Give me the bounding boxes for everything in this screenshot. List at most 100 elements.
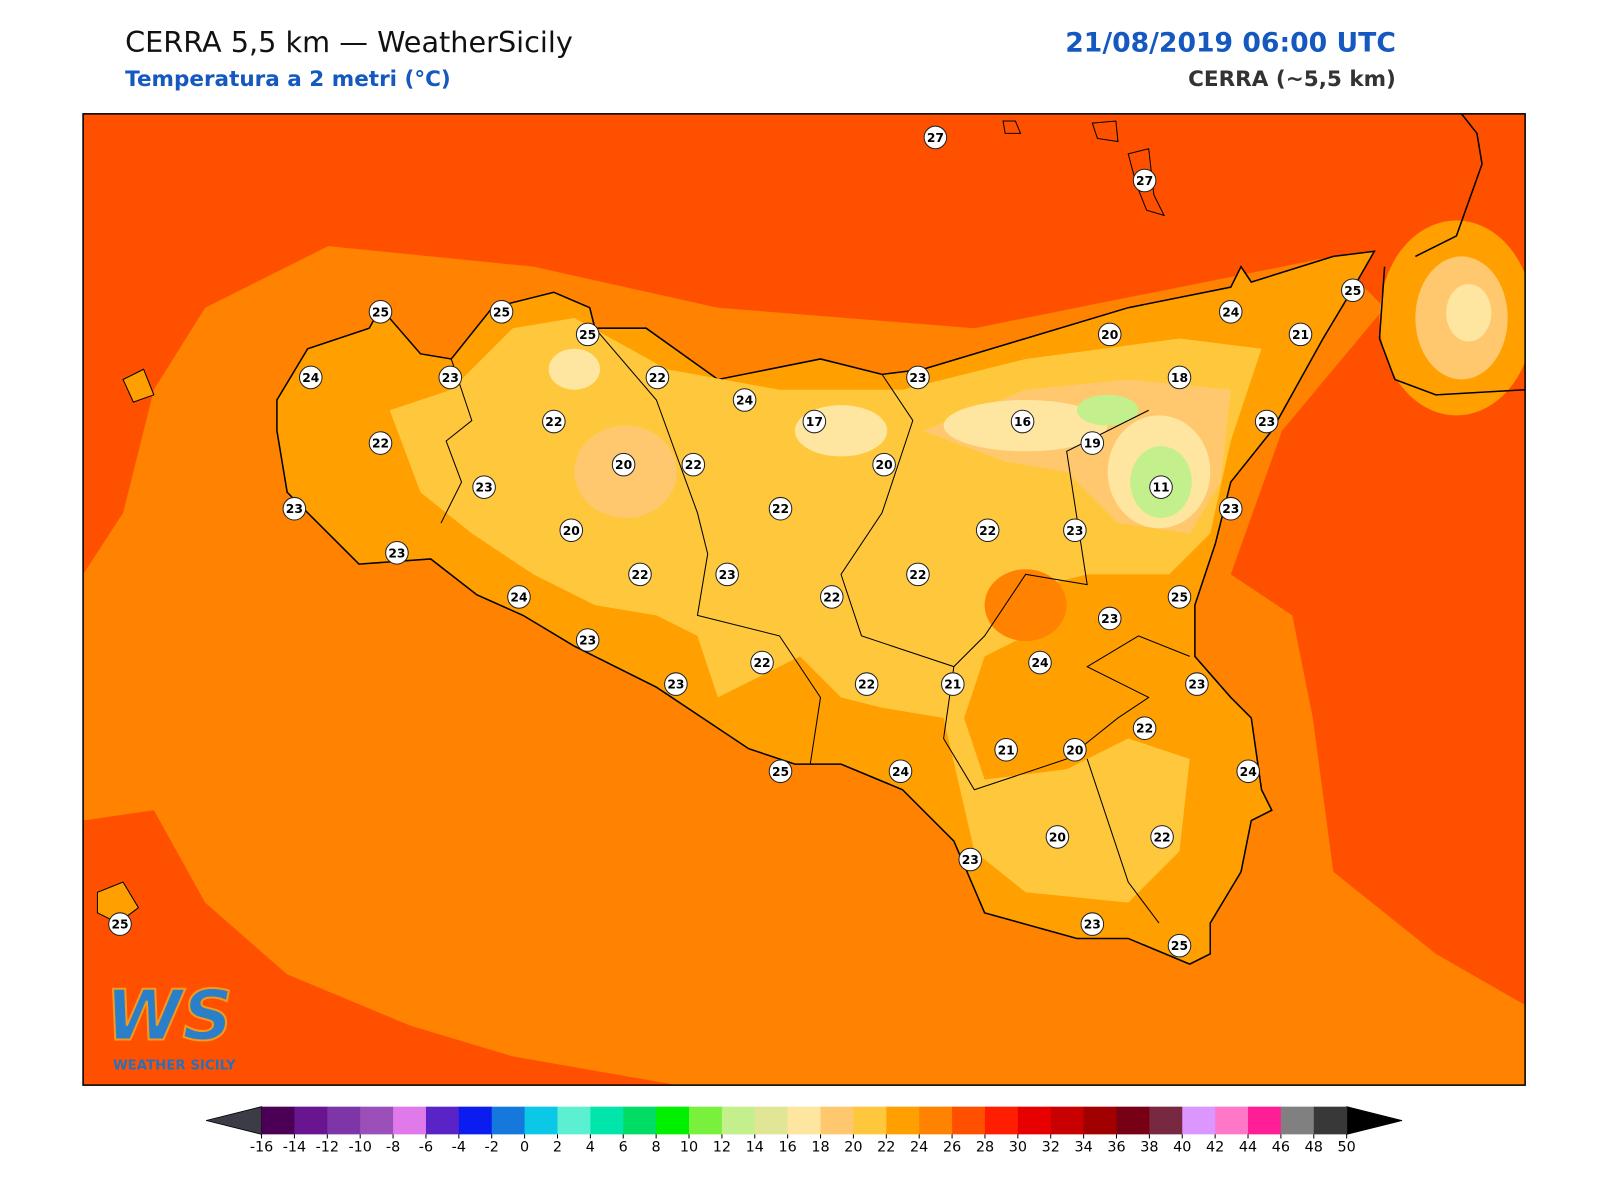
colorbar-box: [1017, 1106, 1052, 1135]
station-marker: [559, 518, 584, 543]
station-value: 20: [615, 458, 632, 472]
colorbar-box: [623, 1106, 657, 1135]
station-marker: [611, 452, 636, 477]
station-value: 23: [442, 371, 459, 385]
colorbar-tick-label: 30: [1009, 1140, 1027, 1156]
station-value: 22: [649, 371, 666, 385]
colorbar-tick-label: -10: [348, 1140, 371, 1156]
station-marker: [1254, 409, 1279, 434]
station-marker: [1080, 431, 1105, 455]
station-marker: [906, 365, 930, 390]
colorbar-box: [294, 1106, 328, 1135]
station-value: 22: [631, 568, 648, 582]
station-marker: [385, 541, 409, 565]
station-value: 24: [1031, 656, 1048, 670]
station-value: 25: [772, 765, 789, 779]
station-value: 22: [909, 568, 926, 582]
station-marker: [1150, 825, 1174, 849]
station-value: 24: [510, 590, 527, 604]
colorbar-tick-label: 50: [1338, 1140, 1356, 1156]
station-value: 22: [685, 458, 702, 472]
colorbar-over: [1346, 1106, 1403, 1135]
cool-patch: [1076, 394, 1139, 426]
station-value: 24: [736, 394, 753, 408]
colorbar-tick-label: 14: [746, 1140, 764, 1156]
colorbar-tick-label: 2: [553, 1140, 562, 1156]
station-marker: [750, 650, 774, 675]
station-marker: [1341, 278, 1365, 303]
station-value: 25: [1344, 284, 1361, 298]
colorbar-tick-label: 46: [1272, 1140, 1290, 1156]
colorbar-box: [327, 1106, 361, 1135]
station-value: 24: [1222, 305, 1239, 319]
colorbar-box: [458, 1106, 493, 1135]
station-value: 11: [1152, 481, 1169, 495]
colorbar-tick-label: 4: [586, 1140, 595, 1156]
station-marker: [507, 585, 531, 609]
station-value: 23: [1101, 612, 1118, 626]
station-marker: [489, 300, 514, 324]
colorbar-tick-label: 12: [713, 1140, 731, 1156]
station-marker: [1167, 933, 1192, 958]
station-marker: [854, 672, 879, 696]
station-marker: [1097, 322, 1122, 347]
colorbar-tick-label: 26: [943, 1140, 961, 1156]
station-marker: [1185, 672, 1209, 696]
colorbar-tick-label: 40: [1173, 1140, 1191, 1156]
station-layer: 27 27 25 25 25 25 24 20 21 24 23 22 23 18 24 22 17 16 23 22…: [108, 125, 1365, 958]
station-value: 22: [1136, 722, 1153, 736]
station-value: 25: [111, 918, 128, 932]
colorbar-tick-label: 20: [844, 1140, 862, 1156]
colorbar-tick-label: 32: [1042, 1140, 1060, 1156]
colorbar-tick-label: -4: [452, 1140, 466, 1156]
station-value: 25: [579, 328, 596, 342]
colorbar-tick-label: 0: [520, 1140, 529, 1156]
colorbar-box: [984, 1106, 1019, 1135]
station-value: 23: [962, 853, 979, 867]
station-marker: [282, 496, 307, 521]
station-value: 18: [1171, 371, 1188, 385]
station-value: 27: [1136, 174, 1153, 188]
colorbar-box: [590, 1106, 624, 1135]
subtitle: Temperatura a 2 metri (°C): [125, 67, 451, 92]
colorbar-tick-label: 38: [1140, 1140, 1158, 1156]
station-value: 23: [579, 634, 596, 648]
calabria-coast: [1378, 113, 1526, 396]
station-marker: [575, 628, 600, 652]
colorbar-box: [754, 1106, 789, 1135]
colorbar-box: [393, 1106, 427, 1135]
station-value: 25: [372, 305, 389, 319]
station-marker: [368, 431, 393, 455]
station-marker: [1218, 496, 1243, 521]
colorbar-box: [491, 1106, 526, 1135]
colorbar-box: [952, 1106, 986, 1135]
station-value: 16: [1014, 415, 1031, 429]
station-value: 21: [944, 678, 961, 692]
station-value: 25: [1171, 939, 1188, 953]
colorbar-tick-label: 48: [1305, 1140, 1323, 1156]
station-value: 20: [1066, 743, 1083, 757]
station-marker: [1218, 300, 1243, 324]
colorbar-tick-label: -14: [283, 1140, 306, 1156]
colorbar-tick-label: 42: [1206, 1140, 1224, 1156]
station-value: 23: [909, 371, 926, 385]
station-marker: [906, 562, 930, 587]
station-marker: [575, 322, 600, 347]
warm-patch: [984, 569, 1067, 642]
station-value: 22: [545, 415, 562, 429]
station-value: 22: [979, 524, 996, 538]
warm-sea-sw: [83, 810, 677, 1086]
station-marker: [1045, 825, 1070, 849]
colorbar-tick-label: -8: [386, 1140, 400, 1156]
station-marker: [1063, 518, 1087, 543]
datetime: 21/08/2019 06:00 UTC: [1065, 28, 1396, 59]
station-marker: [732, 388, 757, 412]
province-borders: [440, 327, 1190, 924]
station-marker: [1167, 585, 1192, 609]
colorbar-tick-label: 6: [619, 1140, 628, 1156]
station-marker: [958, 847, 983, 872]
station-value: 22: [772, 502, 789, 516]
colorbar-tick-label: 22: [877, 1140, 895, 1156]
station-value: 23: [1084, 918, 1101, 932]
